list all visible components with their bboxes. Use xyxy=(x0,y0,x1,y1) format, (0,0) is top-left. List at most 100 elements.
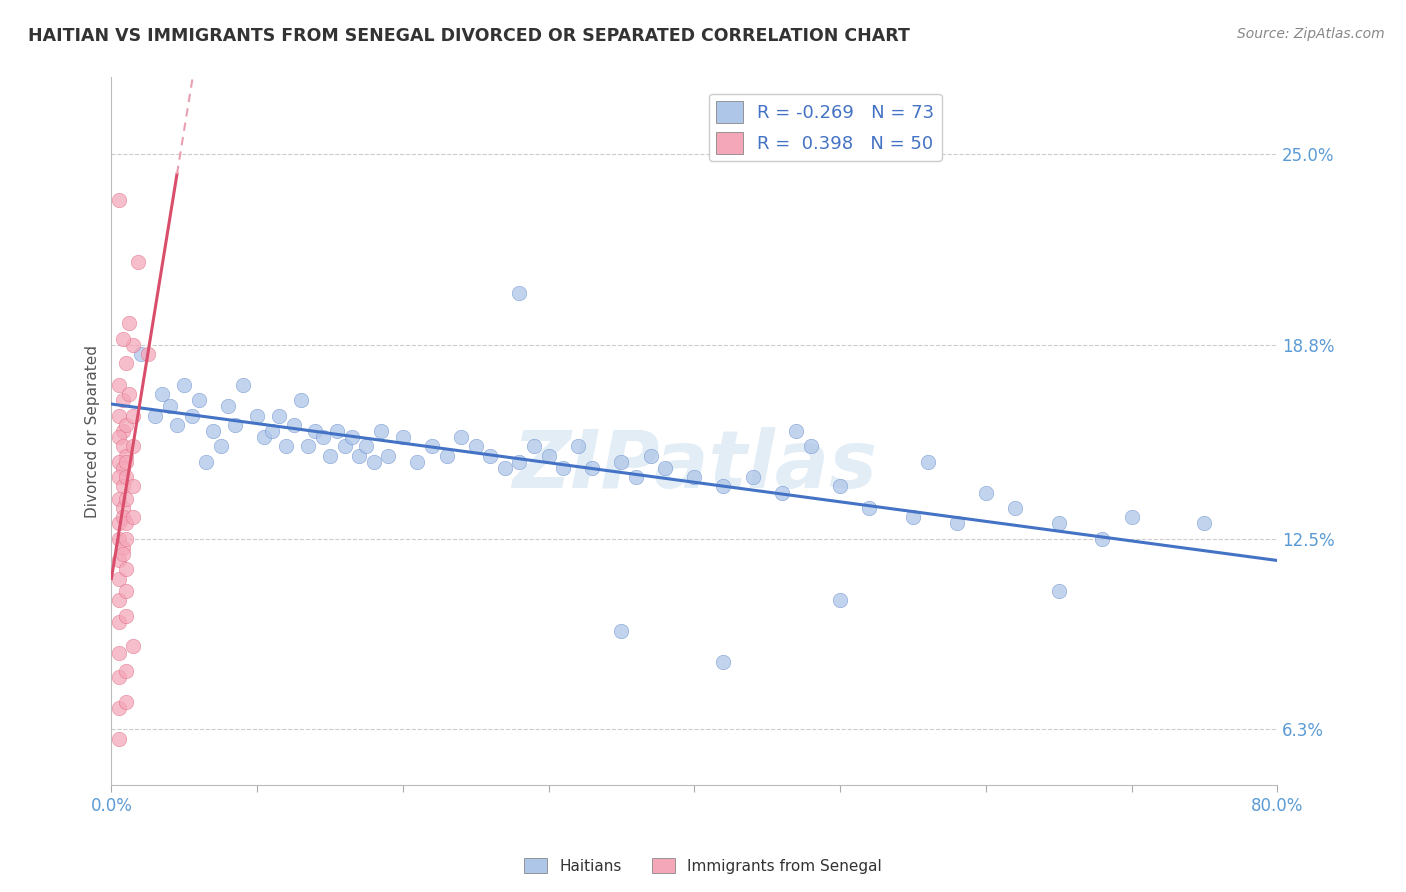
Point xyxy=(122,338,145,352)
Point xyxy=(112,547,135,561)
Text: Source: ZipAtlas.com: Source: ZipAtlas.com xyxy=(1237,27,1385,41)
Point xyxy=(195,455,218,469)
Point xyxy=(107,731,129,746)
Point xyxy=(107,646,129,660)
Point xyxy=(450,430,472,444)
Point xyxy=(370,424,392,438)
Point xyxy=(436,449,458,463)
Point xyxy=(107,701,129,715)
Point xyxy=(112,393,135,408)
Point xyxy=(127,255,149,269)
Point xyxy=(217,400,239,414)
Point xyxy=(267,409,290,423)
Point xyxy=(107,670,129,684)
Point xyxy=(115,516,138,531)
Point xyxy=(333,440,356,454)
Point xyxy=(115,470,138,484)
Point xyxy=(107,409,129,423)
Point xyxy=(828,479,851,493)
Point xyxy=(567,440,589,454)
Point xyxy=(107,470,129,484)
Point xyxy=(122,479,145,493)
Point xyxy=(581,461,603,475)
Point xyxy=(107,430,129,444)
Point xyxy=(122,640,145,654)
Point xyxy=(118,317,141,331)
Point xyxy=(1121,510,1143,524)
Point xyxy=(112,479,135,493)
Point xyxy=(115,695,138,709)
Point xyxy=(115,455,138,469)
Point xyxy=(713,655,735,669)
Point xyxy=(115,417,138,432)
Point xyxy=(945,516,967,531)
Point xyxy=(356,440,378,454)
Point xyxy=(166,417,188,432)
Point xyxy=(828,593,851,607)
Point xyxy=(901,510,924,524)
Point xyxy=(260,424,283,438)
Point xyxy=(1047,584,1070,599)
Point xyxy=(1004,500,1026,515)
Point xyxy=(283,417,305,432)
Point xyxy=(785,424,807,438)
Point xyxy=(479,449,502,463)
Point xyxy=(122,409,145,423)
Point xyxy=(112,500,135,515)
Point xyxy=(610,455,633,469)
Point xyxy=(1047,516,1070,531)
Point xyxy=(209,440,232,454)
Point xyxy=(312,430,335,444)
Point xyxy=(610,624,633,638)
Point xyxy=(107,532,129,546)
Point xyxy=(112,541,135,555)
Point xyxy=(508,455,530,469)
Point xyxy=(115,608,138,623)
Point xyxy=(115,562,138,576)
Point xyxy=(115,356,138,370)
Point xyxy=(276,440,298,454)
Point xyxy=(115,664,138,678)
Point xyxy=(553,461,575,475)
Point xyxy=(304,424,326,438)
Point xyxy=(173,378,195,392)
Y-axis label: Divorced or Separated: Divorced or Separated xyxy=(86,344,100,517)
Point xyxy=(187,393,209,408)
Point xyxy=(232,378,254,392)
Point xyxy=(392,430,415,444)
Point xyxy=(363,455,385,469)
Point xyxy=(107,553,129,567)
Point xyxy=(1194,516,1216,531)
Point xyxy=(508,285,530,300)
Point xyxy=(112,440,135,454)
Point xyxy=(129,347,152,361)
Point xyxy=(202,424,225,438)
Point xyxy=(858,500,880,515)
Point xyxy=(326,424,349,438)
Point xyxy=(974,485,997,500)
Point xyxy=(319,449,342,463)
Point xyxy=(770,485,793,500)
Point xyxy=(112,424,135,438)
Point xyxy=(246,409,269,423)
Point xyxy=(112,510,135,524)
Point xyxy=(290,393,312,408)
Point xyxy=(107,194,129,208)
Point xyxy=(377,449,399,463)
Point xyxy=(917,455,939,469)
Point xyxy=(713,479,735,493)
Point xyxy=(624,470,647,484)
Point xyxy=(537,449,560,463)
Point xyxy=(112,461,135,475)
Point xyxy=(107,593,129,607)
Point xyxy=(180,409,202,423)
Point xyxy=(115,532,138,546)
Text: ZIPatlas: ZIPatlas xyxy=(512,427,877,506)
Point xyxy=(152,387,174,401)
Point xyxy=(122,510,145,524)
Point xyxy=(107,455,129,469)
Point xyxy=(143,409,166,423)
Legend: Haitians, Immigrants from Senegal: Haitians, Immigrants from Senegal xyxy=(517,852,889,880)
Point xyxy=(118,387,141,401)
Point xyxy=(112,332,135,346)
